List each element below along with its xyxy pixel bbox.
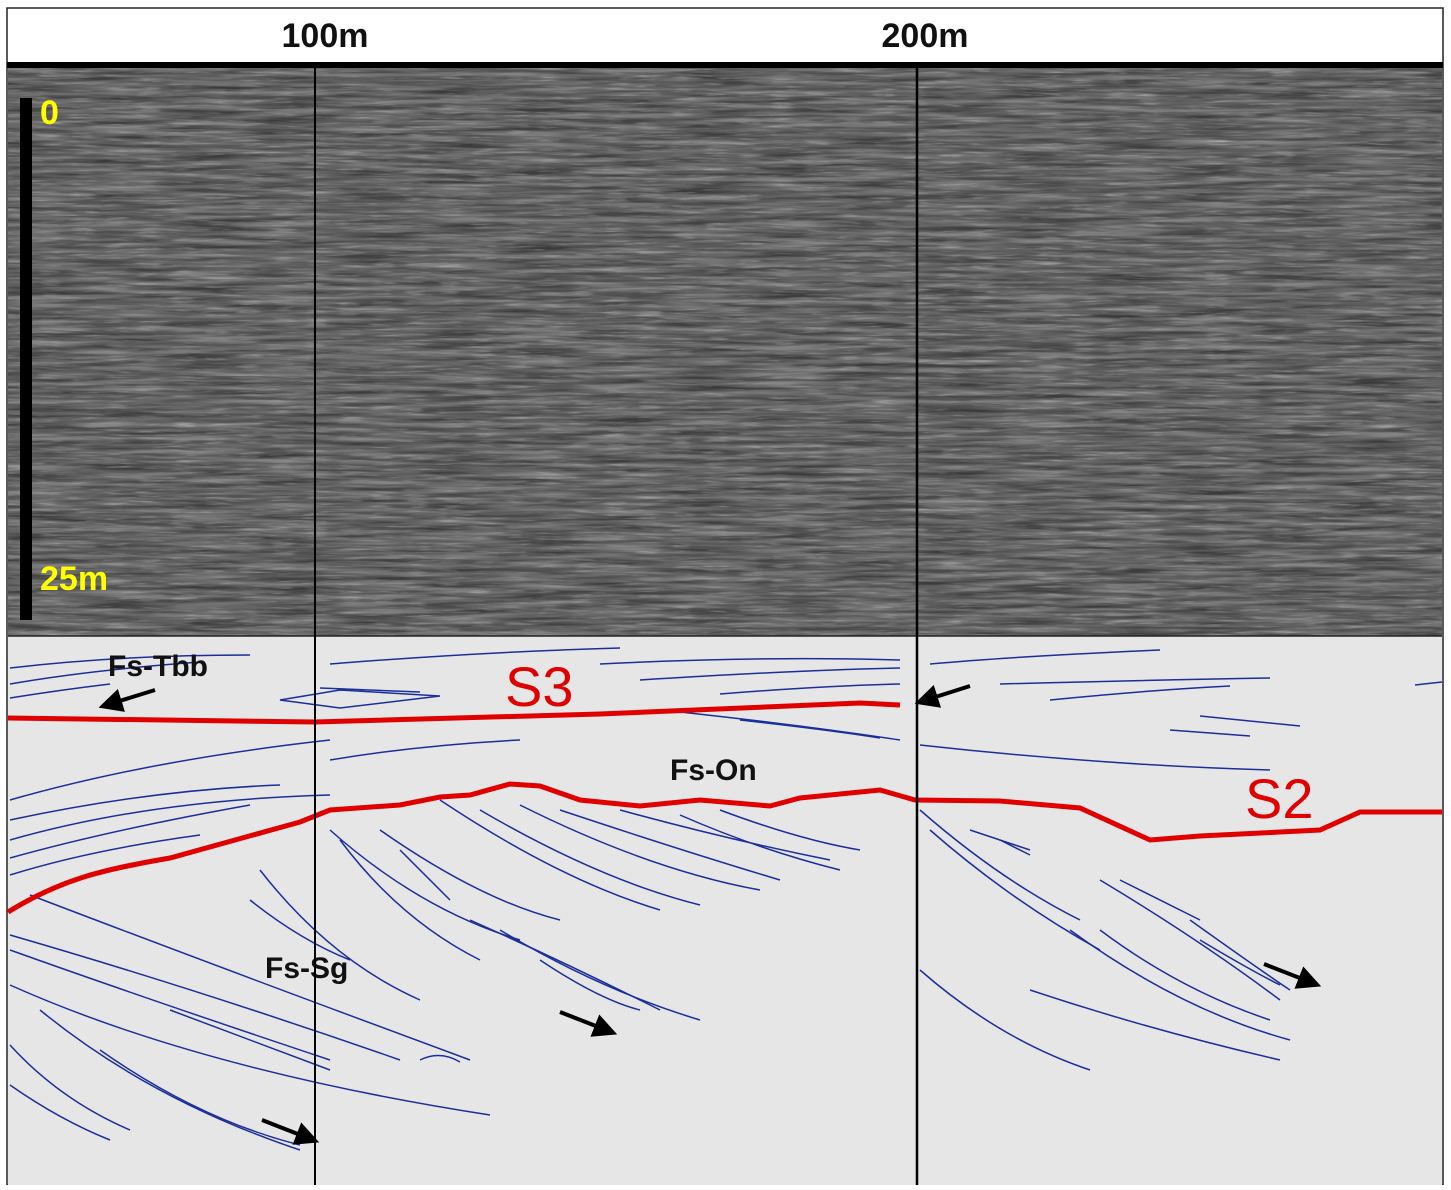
facies-label: Fs-On [670, 754, 757, 787]
figure: 100m 200m 0 25m Fs-Tbb Fs-On [0, 0, 1451, 1185]
facies-label: Fs-Sg [265, 952, 348, 985]
depth-label: 25m [40, 560, 108, 598]
surface-label: S3 [505, 655, 574, 718]
surface-label: S2 [1245, 767, 1314, 830]
distance-label: 100m [282, 17, 369, 55]
header-rule [7, 62, 1443, 68]
facies-label: Fs-Tbb [108, 650, 208, 683]
page: 100m 200m 0 25m Fs-Tbb Fs-On [0, 0, 1451, 1185]
depth-scale-bar [20, 98, 32, 620]
radargram-texture [8, 68, 1442, 636]
depth-label: 0 [40, 94, 59, 132]
distance-label: 200m [882, 17, 969, 55]
